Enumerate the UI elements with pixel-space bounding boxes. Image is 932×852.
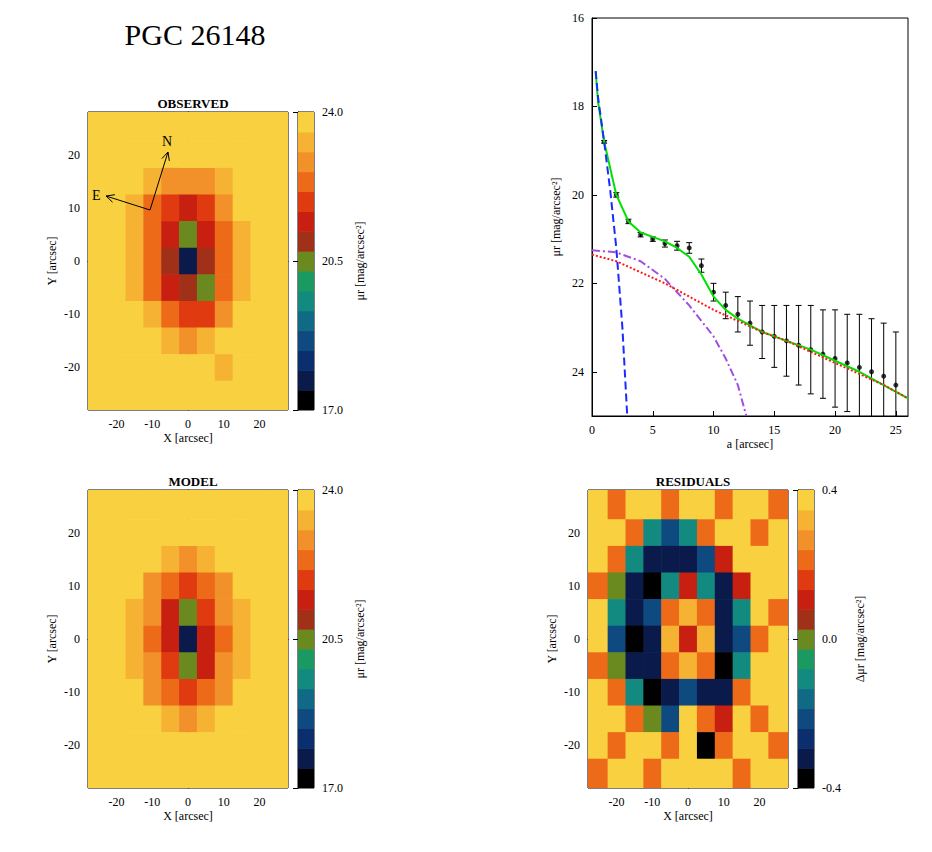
svg-text:10: 10: [218, 417, 230, 431]
svg-text:24.0: 24.0: [322, 483, 343, 497]
svg-text:10: 10: [68, 201, 80, 215]
svg-text:μr [mag/arcsec²]: μr [mag/arcsec²]: [353, 600, 367, 679]
svg-text:0: 0: [574, 632, 580, 646]
svg-text:17.0: 17.0: [322, 403, 343, 417]
svg-text:0: 0: [74, 632, 80, 646]
svg-text:10: 10: [718, 795, 730, 809]
svg-text:24: 24: [572, 365, 584, 379]
svg-text:Y [arcsec]: Y [arcsec]: [45, 236, 59, 285]
svg-text:Y [arcsec]: Y [arcsec]: [45, 614, 59, 663]
svg-text:0.0: 0.0: [822, 632, 837, 646]
svg-text:-20: -20: [109, 795, 125, 809]
svg-text:22: 22: [572, 276, 584, 290]
svg-text:Δμr [mag/arcsec²]: Δμr [mag/arcsec²]: [853, 596, 867, 683]
svg-text:-20: -20: [609, 795, 625, 809]
svg-text:0: 0: [185, 417, 191, 431]
svg-text:Y [arcsec]: Y [arcsec]: [545, 614, 559, 663]
svg-text:-0.4: -0.4: [822, 781, 841, 795]
svg-text:20: 20: [753, 795, 765, 809]
svg-text:-10: -10: [144, 795, 160, 809]
svg-text:20.5: 20.5: [322, 254, 343, 268]
svg-text:-10: -10: [144, 417, 160, 431]
svg-text:-10: -10: [644, 795, 660, 809]
svg-text:μr [mag/arcsec²]: μr [mag/arcsec²]: [549, 178, 563, 257]
svg-text:20: 20: [568, 526, 580, 540]
svg-text:-20: -20: [64, 360, 80, 374]
svg-text:-20: -20: [564, 738, 580, 752]
svg-text:-10: -10: [64, 685, 80, 699]
svg-text:10: 10: [68, 579, 80, 593]
svg-text:25: 25: [890, 423, 902, 437]
svg-text:0: 0: [74, 254, 80, 268]
svg-text:X [arcsec]: X [arcsec]: [663, 809, 713, 823]
svg-text:17.0: 17.0: [322, 781, 343, 795]
svg-text:-20: -20: [64, 738, 80, 752]
svg-text:15: 15: [768, 423, 780, 437]
svg-text:20: 20: [253, 795, 265, 809]
svg-text:X [arcsec]: X [arcsec]: [163, 809, 213, 823]
svg-text:X [arcsec]: X [arcsec]: [163, 431, 213, 445]
svg-text:OBSERVED: OBSERVED: [157, 96, 228, 111]
svg-text:20: 20: [572, 188, 584, 202]
svg-text:20: 20: [68, 148, 80, 162]
svg-text:20: 20: [829, 423, 841, 437]
svg-text:10: 10: [708, 423, 720, 437]
svg-text:16: 16: [572, 11, 584, 25]
svg-text:PGC 26148: PGC 26148: [125, 18, 266, 51]
svg-text:0: 0: [185, 795, 191, 809]
svg-text:MODEL: MODEL: [168, 474, 217, 489]
svg-text:20: 20: [253, 417, 265, 431]
svg-text:N: N: [162, 134, 172, 149]
svg-text:-10: -10: [64, 307, 80, 321]
svg-text:0: 0: [589, 423, 595, 437]
svg-text:-20: -20: [109, 417, 125, 431]
svg-text:5: 5: [650, 423, 656, 437]
svg-text:10: 10: [568, 579, 580, 593]
svg-text:0.4: 0.4: [822, 483, 837, 497]
svg-text:μr [mag/arcsec²]: μr [mag/arcsec²]: [353, 222, 367, 301]
svg-text:10: 10: [218, 795, 230, 809]
svg-text:RESIDUALS: RESIDUALS: [656, 474, 730, 489]
svg-text:E: E: [92, 188, 101, 203]
svg-text:-10: -10: [564, 685, 580, 699]
svg-text:24.0: 24.0: [322, 105, 343, 119]
svg-text:a [arcsec]: a [arcsec]: [727, 437, 773, 451]
svg-text:20: 20: [68, 526, 80, 540]
svg-text:18: 18: [572, 99, 584, 113]
svg-text:0: 0: [685, 795, 691, 809]
svg-text:20.5: 20.5: [322, 632, 343, 646]
